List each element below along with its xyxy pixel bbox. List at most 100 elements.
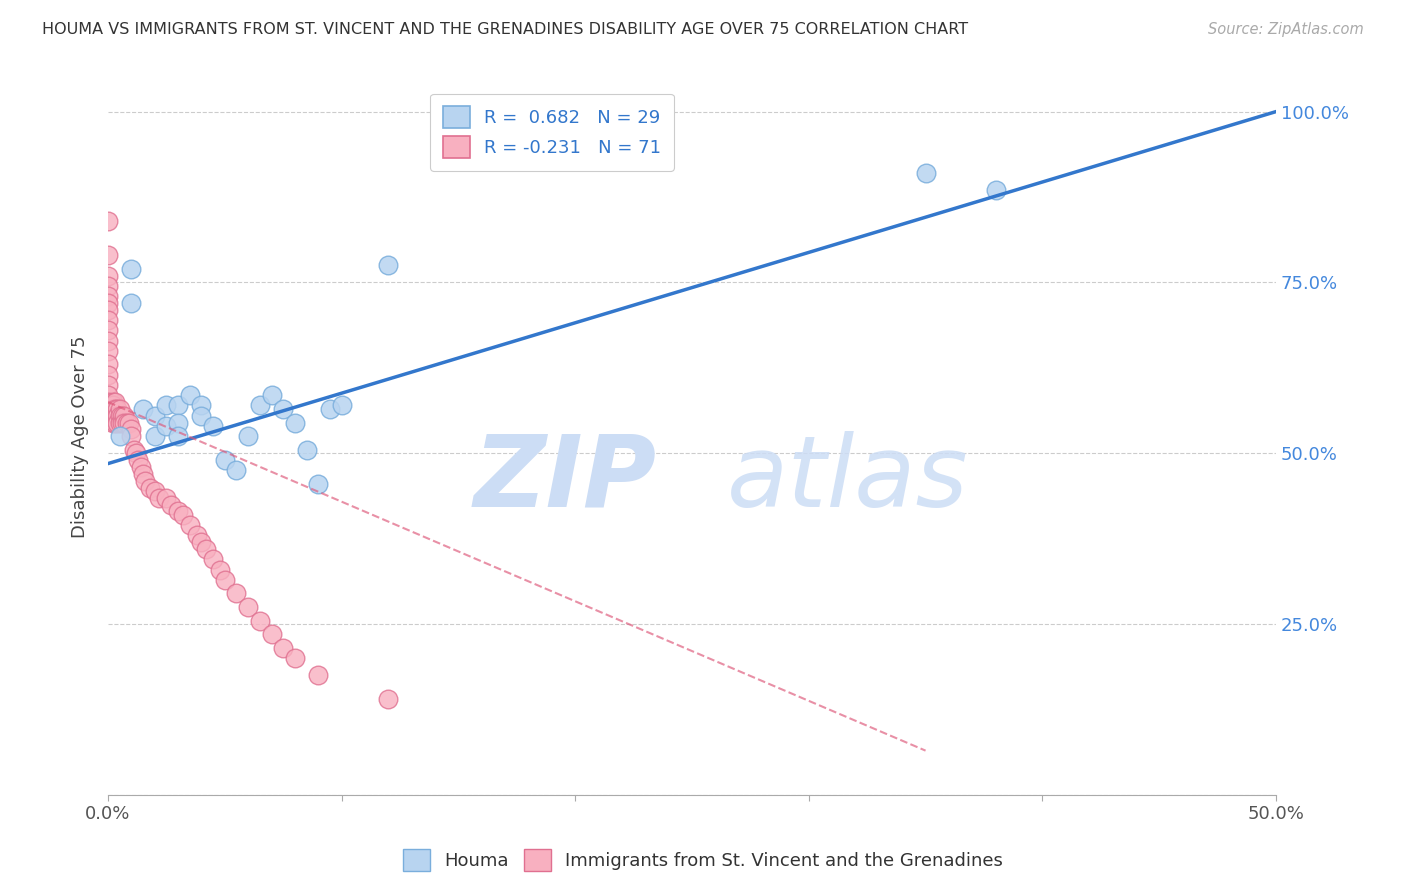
- Point: [97, 268, 120, 283]
- Point: [101, 416, 124, 430]
- Point: [104, 395, 127, 409]
- Point: [143, 429, 166, 443]
- Point: [104, 401, 127, 416]
- Point: [167, 429, 190, 443]
- Point: [97, 358, 120, 372]
- Point: [112, 409, 135, 423]
- Point: [330, 399, 353, 413]
- Point: [98, 401, 121, 416]
- Point: [155, 399, 177, 413]
- Point: [984, 183, 1007, 197]
- Text: atlas: atlas: [727, 431, 969, 528]
- Y-axis label: Disability Age Over 75: Disability Age Over 75: [72, 335, 89, 538]
- Point: [139, 481, 162, 495]
- Point: [132, 467, 155, 481]
- Point: [105, 409, 128, 423]
- Point: [214, 453, 236, 467]
- Point: [190, 399, 212, 413]
- Point: [134, 474, 156, 488]
- Point: [172, 508, 194, 522]
- Point: [236, 600, 259, 615]
- Point: [97, 368, 120, 382]
- Point: [271, 641, 294, 656]
- Point: [120, 296, 142, 310]
- Point: [104, 416, 127, 430]
- Point: [209, 562, 232, 576]
- Point: [118, 416, 141, 430]
- Point: [284, 651, 307, 665]
- Legend: Houma, Immigrants from St. Vincent and the Grenadines: Houma, Immigrants from St. Vincent and t…: [396, 842, 1010, 879]
- Point: [127, 453, 149, 467]
- Point: [97, 388, 120, 402]
- Point: [101, 409, 124, 423]
- Point: [377, 259, 399, 273]
- Point: [186, 528, 208, 542]
- Point: [202, 552, 225, 566]
- Point: [105, 416, 128, 430]
- Point: [108, 401, 131, 416]
- Point: [284, 416, 307, 430]
- Point: [97, 248, 120, 262]
- Point: [97, 323, 120, 337]
- Point: [101, 401, 124, 416]
- Point: [155, 491, 177, 505]
- Point: [167, 504, 190, 518]
- Point: [148, 491, 170, 505]
- Point: [97, 302, 120, 317]
- Point: [260, 627, 283, 641]
- Point: [97, 378, 120, 392]
- Point: [143, 409, 166, 423]
- Point: [125, 446, 148, 460]
- Point: [98, 399, 121, 413]
- Point: [104, 409, 127, 423]
- Text: Source: ZipAtlas.com: Source: ZipAtlas.com: [1208, 22, 1364, 37]
- Point: [260, 388, 283, 402]
- Point: [295, 442, 318, 457]
- Point: [225, 586, 247, 600]
- Text: HOUMA VS IMMIGRANTS FROM ST. VINCENT AND THE GRENADINES DISABILITY AGE OVER 75 C: HOUMA VS IMMIGRANTS FROM ST. VINCENT AND…: [42, 22, 969, 37]
- Point: [319, 401, 342, 416]
- Point: [214, 573, 236, 587]
- Point: [202, 419, 225, 434]
- Point: [167, 399, 190, 413]
- Point: [97, 214, 120, 228]
- Point: [111, 409, 134, 423]
- Point: [132, 401, 155, 416]
- Point: [97, 313, 120, 327]
- Text: ZIP: ZIP: [474, 431, 657, 528]
- Point: [97, 395, 120, 409]
- Point: [190, 535, 212, 549]
- Point: [120, 429, 142, 443]
- Point: [97, 343, 120, 358]
- Point: [179, 388, 201, 402]
- Point: [108, 416, 131, 430]
- Point: [129, 460, 152, 475]
- Point: [249, 614, 271, 628]
- Point: [179, 518, 201, 533]
- Point: [97, 334, 120, 348]
- Point: [111, 416, 134, 430]
- Point: [120, 261, 142, 276]
- Point: [97, 279, 120, 293]
- Point: [101, 399, 124, 413]
- Point: [225, 463, 247, 477]
- Point: [122, 442, 145, 457]
- Point: [120, 422, 142, 436]
- Point: [914, 166, 936, 180]
- Point: [115, 416, 138, 430]
- Point: [167, 416, 190, 430]
- Point: [98, 409, 121, 423]
- Point: [98, 405, 121, 419]
- Point: [108, 409, 131, 423]
- Point: [112, 416, 135, 430]
- Point: [195, 541, 218, 556]
- Point: [97, 289, 120, 303]
- Point: [307, 477, 329, 491]
- Point: [105, 401, 128, 416]
- Point: [377, 692, 399, 706]
- Point: [160, 498, 183, 512]
- Legend: R =  0.682   N = 29, R = -0.231   N = 71: R = 0.682 N = 29, R = -0.231 N = 71: [430, 94, 673, 171]
- Point: [236, 429, 259, 443]
- Point: [271, 401, 294, 416]
- Point: [155, 419, 177, 434]
